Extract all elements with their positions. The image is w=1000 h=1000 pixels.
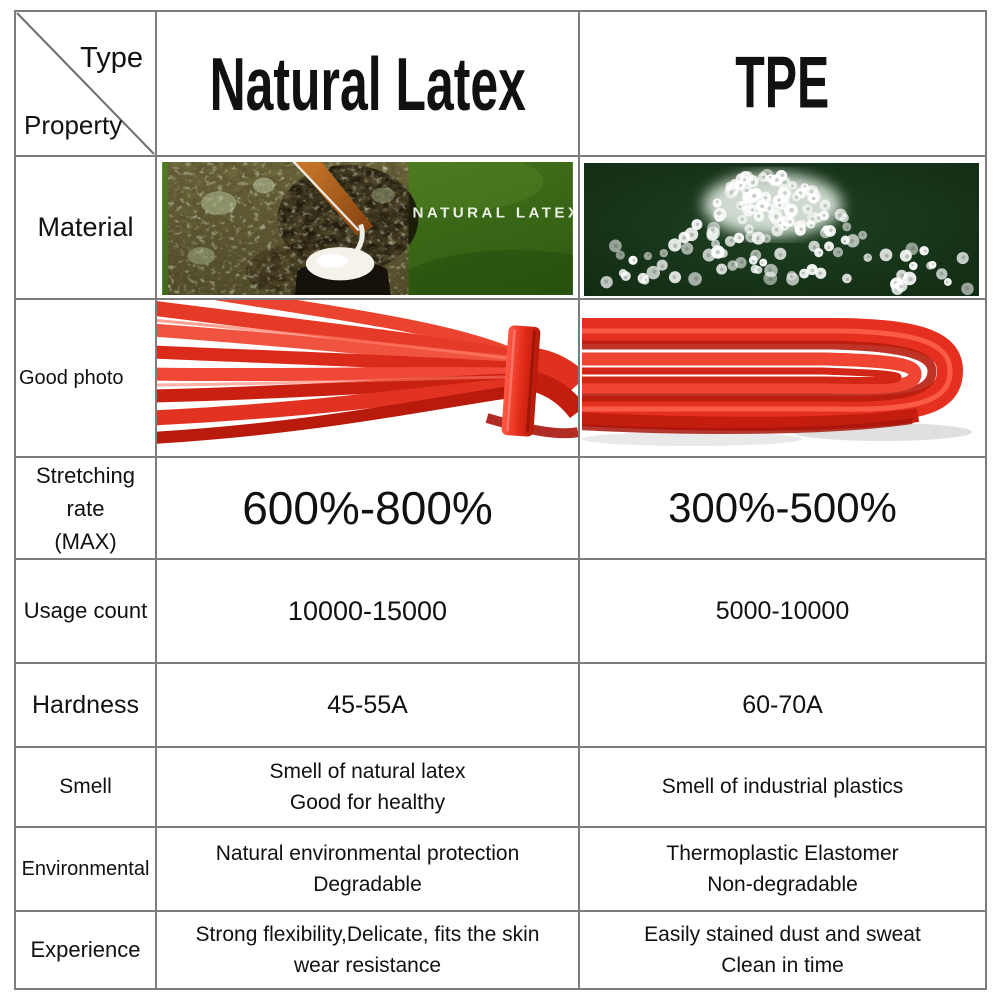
tpe-pellets-layer: [600, 168, 974, 296]
usage-row-label: Usage count: [16, 560, 157, 664]
natural-latex-tapping-image: NATURAL LATEX: [162, 162, 573, 295]
environmental-tpe-line2: Non-degradable: [707, 873, 858, 896]
smell-tpe-value: Smell of industrial plastics: [580, 748, 985, 828]
environmental-latex-line1: Natural environmental protection: [215, 841, 520, 865]
latex-band-image: [157, 300, 578, 456]
experience-row-label: Experience: [16, 912, 157, 988]
experience-tpe-line1: Easily stained dust and sweat: [644, 922, 921, 946]
stretching-row-label: Stretching rate (MAX): [16, 458, 157, 560]
natural-latex-title: Natural Latex: [209, 41, 526, 126]
usage-tpe-value: 5000-10000: [580, 560, 985, 664]
environmental-latex-line2: Degradable: [313, 873, 422, 896]
experience-latex-line2: wear resistance: [293, 954, 442, 977]
smell-row-label: Smell: [16, 748, 157, 828]
hardness-latex-value: 45-55A: [157, 664, 580, 748]
hardness-row-label: Hardness: [16, 664, 157, 748]
tpe-title: TPE: [735, 42, 830, 125]
smell-latex-line1: Smell of natural latex: [269, 759, 466, 783]
usage-latex-value: 10000-15000: [157, 560, 580, 664]
corner-property-label: Property: [24, 110, 123, 140]
hardness-tpe-value: 60-70A: [580, 664, 985, 748]
diagonal-divider: [16, 12, 155, 155]
comparison-table: Type Property Natural Latex TPE Material: [14, 10, 987, 990]
corner-cell: Type Property: [16, 12, 157, 157]
experience-latex-line1: Strong flexibility,Delicate, fits the sk…: [195, 922, 540, 946]
environmental-tpe-value: Thermoplastic Elastomer Non-degradable: [580, 828, 985, 912]
header-tpe: TPE: [580, 12, 985, 157]
good-photo-row-label: Good photo: [16, 300, 157, 458]
stretching-label-line1: Stretching rate: [35, 462, 136, 521]
stretching-latex-value: 600%-800%: [157, 458, 580, 560]
smell-latex-line2: Good for healthy: [289, 791, 446, 814]
latex-band-photo-cell: [157, 300, 580, 458]
corner-type-label: Type: [80, 42, 143, 74]
environmental-latex-value: Natural environmental protection Degrada…: [157, 828, 580, 912]
latex-material-photo-cell: NATURAL LATEX: [157, 157, 580, 300]
natural-latex-overlay-text: NATURAL LATEX: [412, 205, 573, 222]
tpe-band-photo-cell: [580, 300, 985, 458]
environmental-row-label: Environmental: [16, 828, 157, 912]
experience-latex-value: Strong flexibility,Delicate, fits the sk…: [157, 912, 580, 988]
tpe-band-image: [582, 301, 978, 453]
experience-tpe-line2: Clean in time: [721, 954, 844, 977]
header-natural-latex: Natural Latex: [157, 12, 580, 157]
material-row-label: Material: [16, 157, 157, 300]
experience-tpe-value: Easily stained dust and sweat Clean in t…: [580, 912, 985, 988]
tpe-pellets-image: [584, 163, 979, 296]
stretching-tpe-value: 300%-500%: [580, 458, 985, 560]
tpe-material-photo-cell: [580, 157, 985, 300]
stretching-label-line2: (MAX): [54, 528, 117, 554]
environmental-tpe-line1: Thermoplastic Elastomer: [666, 841, 899, 865]
smell-latex-value: Smell of natural latex Good for healthy: [157, 748, 580, 828]
